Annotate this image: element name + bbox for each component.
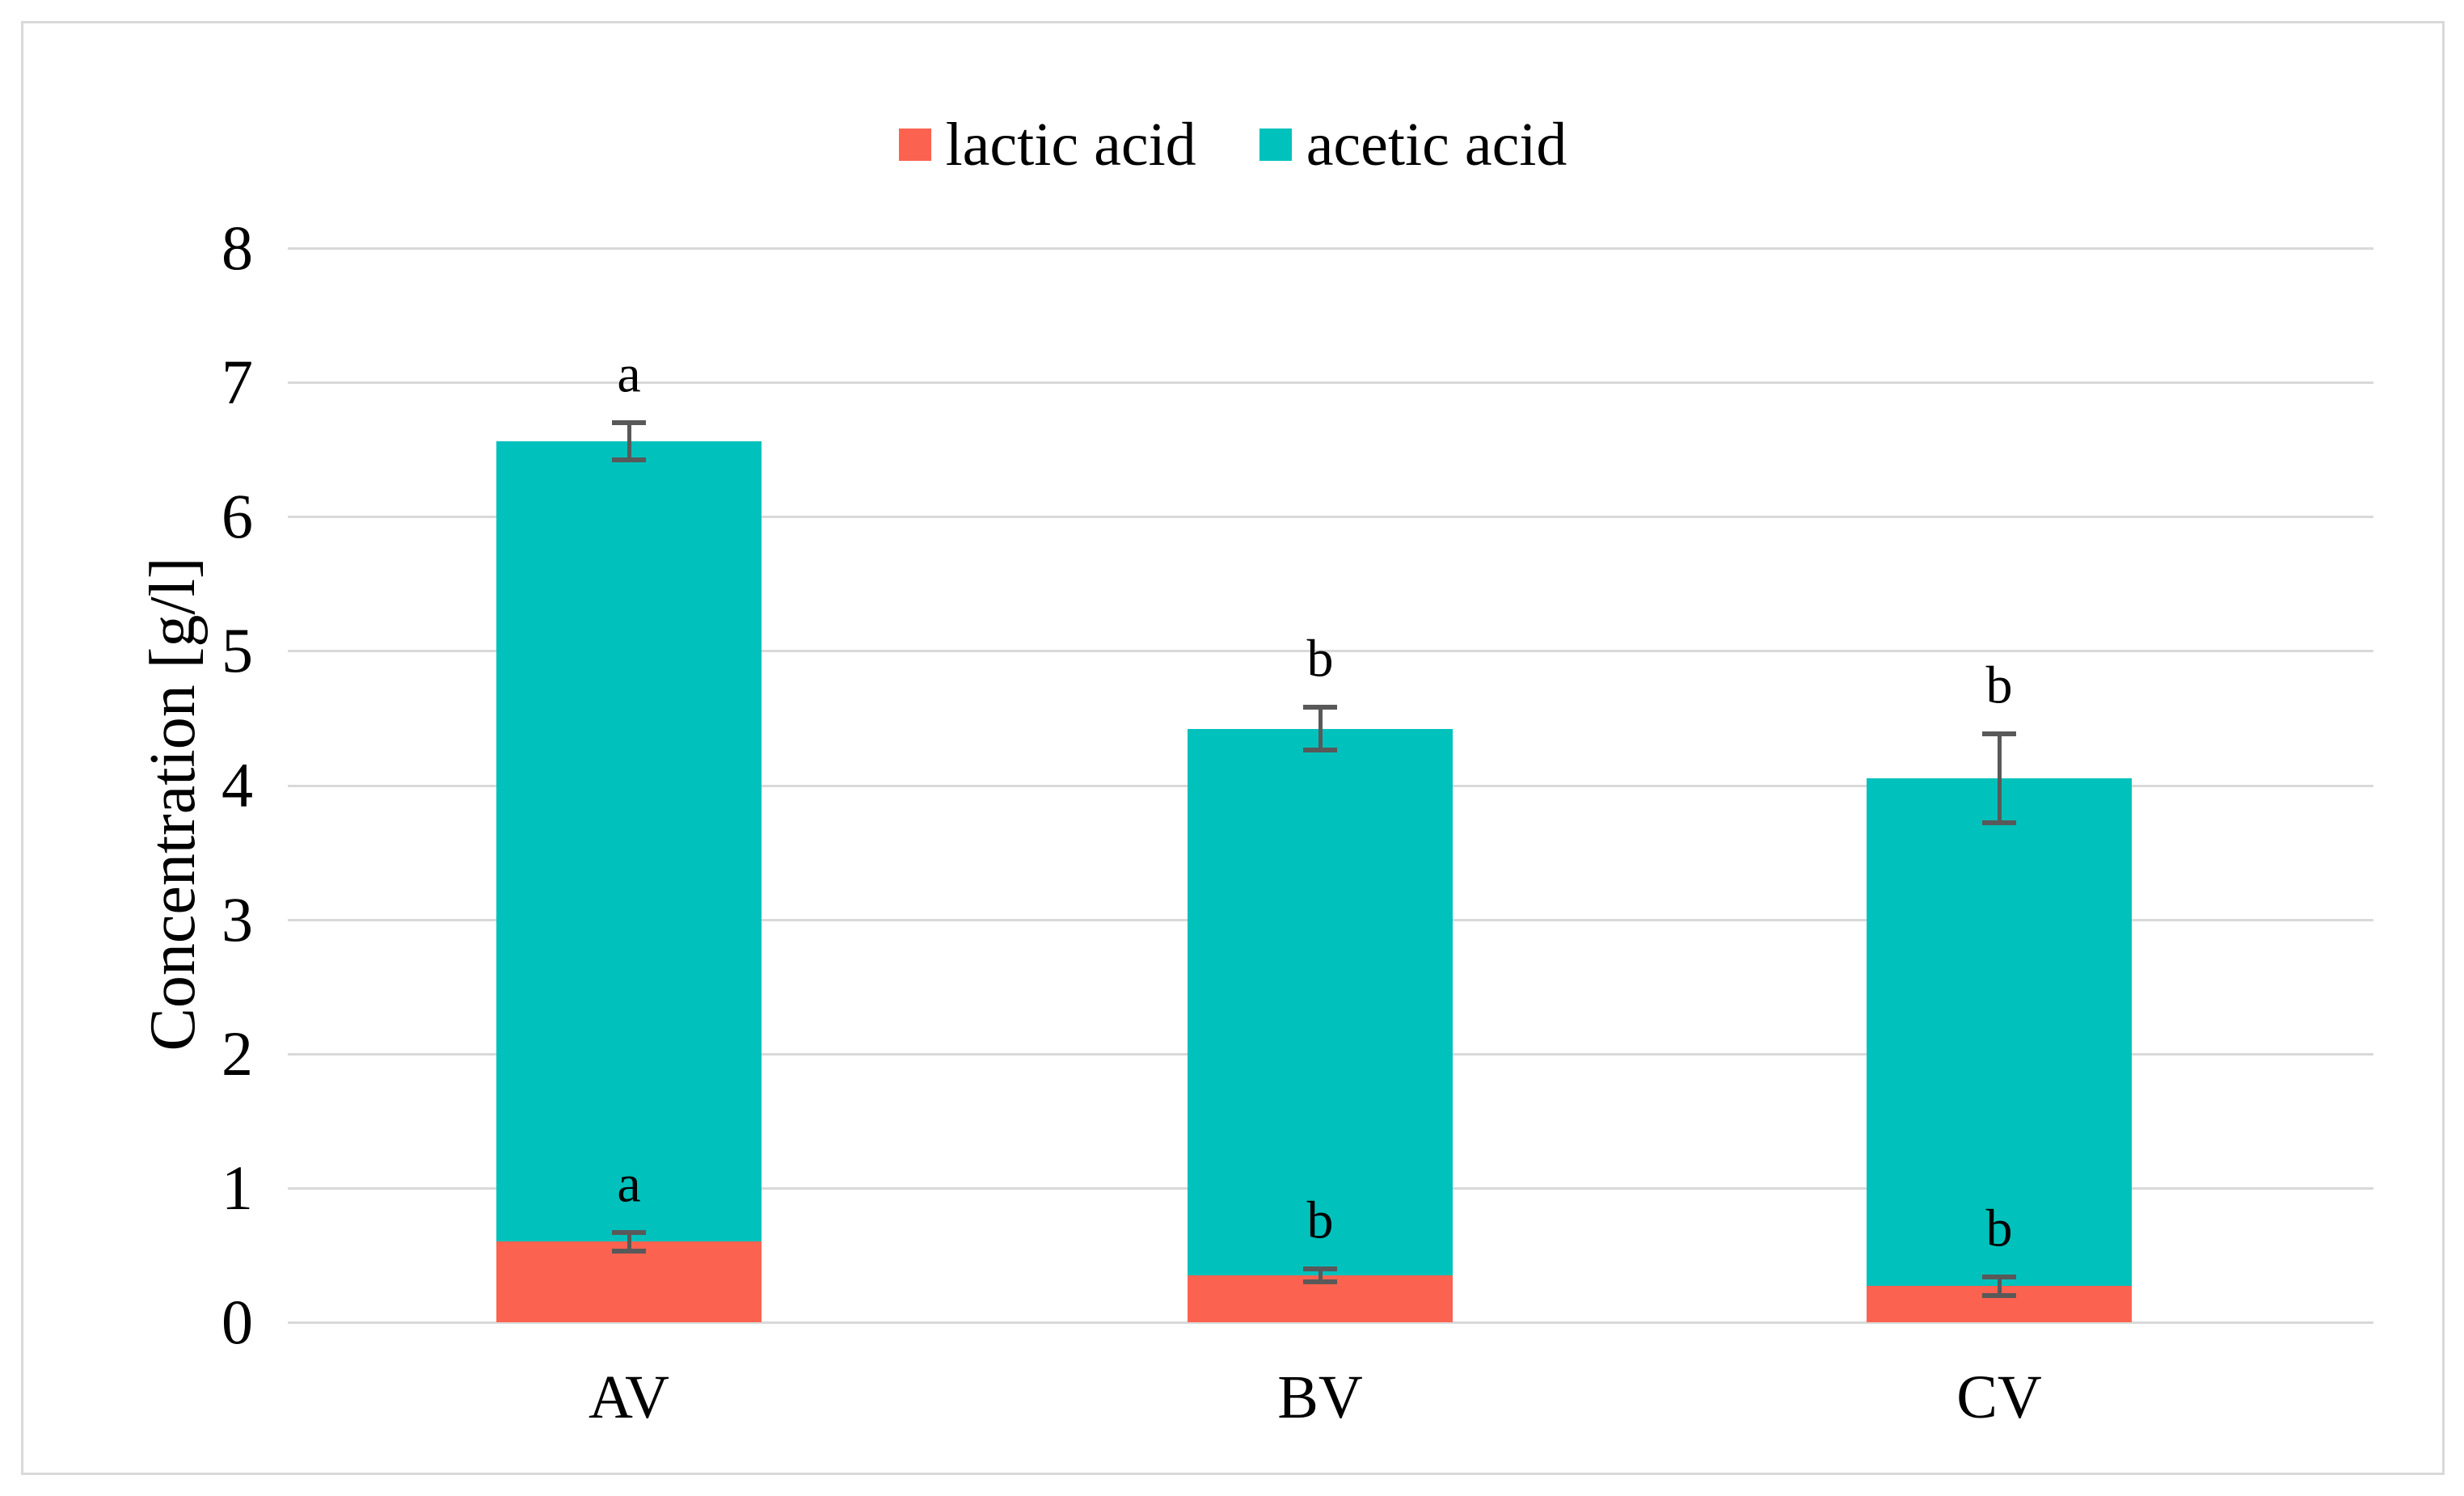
error-bar-BV-total-line [1318,707,1323,751]
error-bar-BV-total-cap-top [1303,705,1337,710]
error-bar-AV-total-line [627,422,631,461]
gridline-y-7 [288,381,2373,385]
sig-letter-CV-total: b [1985,656,2013,716]
error-bar-BV-lactic-cap-top [1303,1266,1337,1271]
bar-AV-lactic-segment [496,1241,762,1322]
y-tick-label: 8 [222,213,253,283]
sig-letter-AV-lactic: a [617,1154,641,1214]
gridline-y-8 [288,247,2373,250]
error-bar-CV-total-cap-top [1982,731,2016,737]
error-bar-AV-lactic-cap-top [612,1229,646,1235]
y-tick-label: 1 [222,1152,253,1223]
gridline-y-0 [288,1321,2373,1324]
x-category-label-AV: AV [589,1363,669,1431]
y-tick-label: 5 [222,615,253,686]
error-bar-CV-lactic-cap-top [1982,1274,2016,1279]
error-bar-AV-total-cap-top [612,419,646,425]
x-category-label-CV: CV [1956,1363,2042,1431]
y-tick-label: 7 [222,347,253,418]
legend-item-acetic-acid: acetic acid [1259,114,1567,175]
sig-letter-AV-total: a [617,344,641,404]
y-tick-label: 2 [222,1018,253,1089]
sig-letter-BV-total: b [1306,629,1334,689]
legend: lactic acid acetic acid [23,114,2442,175]
error-bar-CV-lactic-cap-bottom [1982,1292,2016,1298]
sig-letter-BV-lactic: b [1306,1190,1334,1250]
legend-swatch-icon [1259,129,1292,161]
legend-swatch-icon [898,129,931,161]
legend-item-label: acetic acid [1306,111,1567,179]
error-bar-AV-lactic-line [627,1232,631,1251]
gridline-y-5 [288,650,2373,653]
error-bar-BV-lactic-cap-bottom [1303,1279,1337,1285]
y-tick-label: 0 [222,1287,253,1357]
legend-item-lactic-acid: lactic acid [898,111,1196,179]
gridline-y-6 [288,516,2373,519]
legend-item-label: lactic acid [945,111,1196,179]
error-bar-CV-total-cap-bottom [1982,820,2016,825]
sig-letter-CV-lactic: b [1985,1199,2013,1258]
bar-BV-acetic-segment [1188,728,1453,1275]
bar-CV-acetic-segment [1867,778,2132,1287]
error-bar-AV-total-cap-bottom [612,457,646,463]
error-bar-BV-lactic-line [1318,1268,1323,1283]
error-bar-CV-total-line [1997,734,2002,823]
y-tick-label: 4 [222,749,253,820]
figure-frame: lactic acid acetic acid Concentration [g/… [21,21,2445,1475]
y-tick-label: 6 [222,481,253,552]
bar-AV-acetic-segment [496,441,762,1242]
x-category-label-BV: BV [1277,1363,1363,1431]
error-bar-BV-total-cap-bottom [1303,748,1337,753]
y-tick-label: 3 [222,883,253,954]
error-bar-CV-lactic-line [1997,1276,2002,1296]
error-bar-AV-lactic-cap-bottom [612,1248,646,1254]
